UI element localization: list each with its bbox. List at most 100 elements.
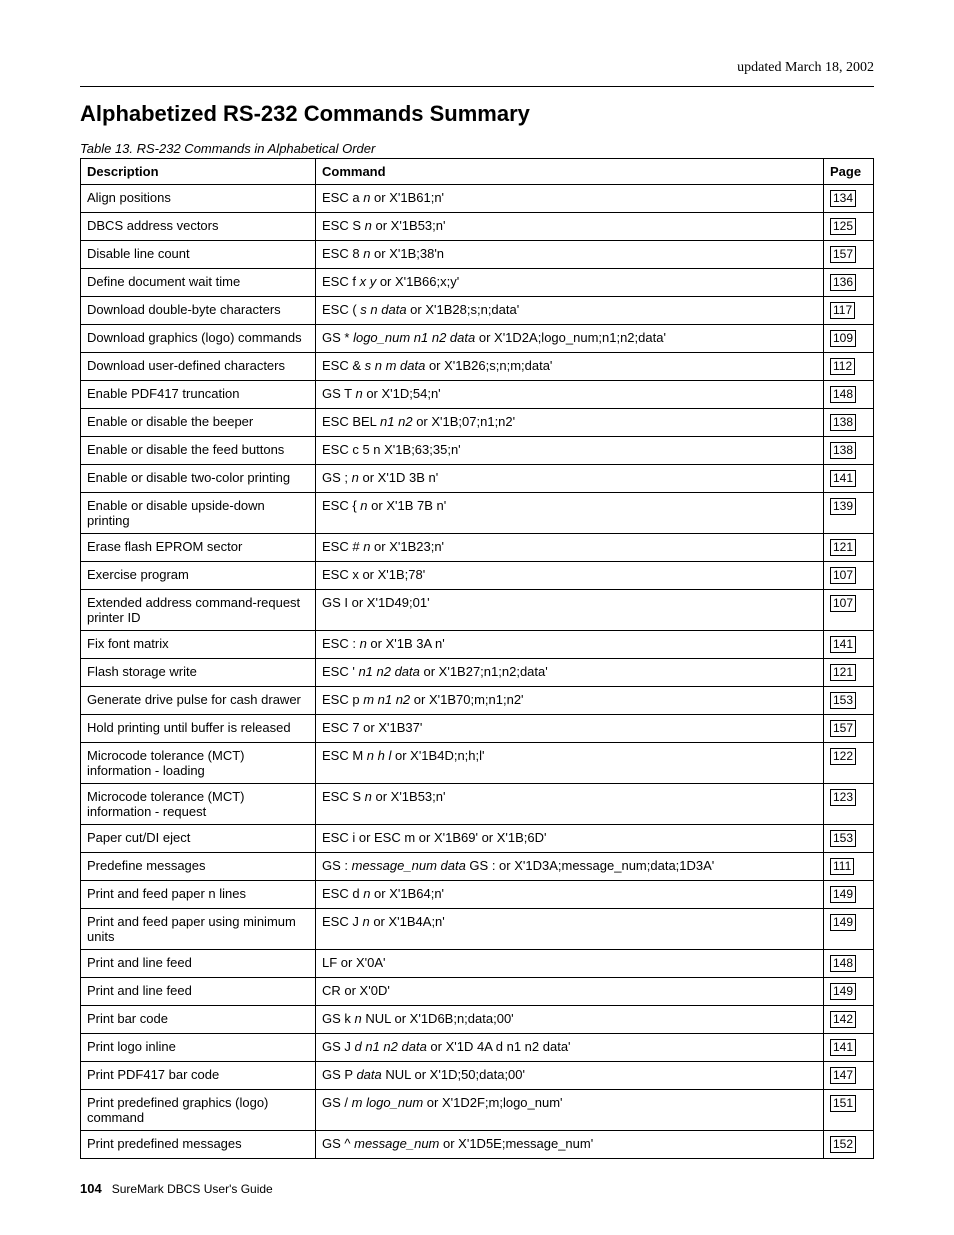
- cmd-variable: n: [360, 636, 367, 651]
- cell-page: 141: [824, 1034, 874, 1062]
- page-link[interactable]: 157: [830, 720, 856, 737]
- table-row: Print PDF417 bar codeGS P data NUL or X'…: [81, 1062, 874, 1090]
- cell-page: 139: [824, 493, 874, 534]
- table-row: Enable or disable two-color printingGS ;…: [81, 465, 874, 493]
- cell-page: 122: [824, 743, 874, 784]
- page-link[interactable]: 149: [830, 914, 856, 931]
- cell-description: Predefine messages: [81, 853, 316, 881]
- col-page: Page: [824, 159, 874, 185]
- cell-page: 148: [824, 381, 874, 409]
- page-link[interactable]: 121: [830, 539, 856, 556]
- col-description: Description: [81, 159, 316, 185]
- cell-page: 117: [824, 297, 874, 325]
- page-link[interactable]: 138: [830, 414, 856, 431]
- cmd-variable: s n m data: [365, 358, 426, 373]
- cell-command: ESC # n or X'1B23;n': [316, 534, 824, 562]
- table-row: Erase flash EPROM sectorESC # n or X'1B2…: [81, 534, 874, 562]
- cell-page: 142: [824, 1006, 874, 1034]
- cell-description: Enable or disable two-color printing: [81, 465, 316, 493]
- page-link[interactable]: 153: [830, 830, 856, 847]
- page-link[interactable]: 123: [830, 789, 856, 806]
- page-link[interactable]: 157: [830, 246, 856, 263]
- page-link[interactable]: 152: [830, 1136, 856, 1153]
- cell-command: CR or X'0D': [316, 978, 824, 1006]
- page-link[interactable]: 107: [830, 567, 856, 584]
- table-row: Enable or disable the beeperESC BEL n1 n…: [81, 409, 874, 437]
- cmd-variable: n: [360, 498, 367, 513]
- cell-command: GS k n NUL or X'1D6B;n;data;00': [316, 1006, 824, 1034]
- cell-page: 152: [824, 1131, 874, 1159]
- page-link[interactable]: 142: [830, 1011, 856, 1028]
- cell-page: 121: [824, 659, 874, 687]
- cell-command: ESC { n or X'1B 7B n': [316, 493, 824, 534]
- cell-command: GS / m logo_num or X'1D2F;m;logo_num': [316, 1090, 824, 1131]
- page-link[interactable]: 121: [830, 664, 856, 681]
- page-link[interactable]: 151: [830, 1095, 856, 1112]
- cell-description: Define document wait time: [81, 269, 316, 297]
- table-row: Enable or disable the feed buttonsESC c …: [81, 437, 874, 465]
- cell-description: Align positions: [81, 185, 316, 213]
- page-link[interactable]: 136: [830, 274, 856, 291]
- cell-command: ESC p m n1 n2 or X'1B70;m;n1;n2': [316, 687, 824, 715]
- cell-command: ESC a n or X'1B61;n': [316, 185, 824, 213]
- col-command: Command: [316, 159, 824, 185]
- page-link[interactable]: 148: [830, 386, 856, 403]
- cell-page: 149: [824, 978, 874, 1006]
- page-link[interactable]: 149: [830, 886, 856, 903]
- cell-command: ESC 7 or X'1B37': [316, 715, 824, 743]
- page-link[interactable]: 139: [830, 498, 856, 515]
- table-row: Paper cut/DI ejectESC i or ESC m or X'1B…: [81, 825, 874, 853]
- cell-page: 136: [824, 269, 874, 297]
- table-row: Print logo inlineGS J d n1 n2 data or X'…: [81, 1034, 874, 1062]
- cell-page: 112: [824, 353, 874, 381]
- page-link[interactable]: 147: [830, 1067, 856, 1084]
- cell-command: GS I or X'1D49;01': [316, 590, 824, 631]
- cell-page: 151: [824, 1090, 874, 1131]
- cell-command: ESC ( s n data or X'1B28;s;n;data': [316, 297, 824, 325]
- cell-page: 111: [824, 853, 874, 881]
- cell-description: Microcode tolerance (MCT) information - …: [81, 743, 316, 784]
- cell-command: ESC BEL n1 n2 or X'1B;07;n1;n2': [316, 409, 824, 437]
- page-link[interactable]: 141: [830, 1039, 856, 1056]
- page-link[interactable]: 141: [830, 636, 856, 653]
- page-link[interactable]: 148: [830, 955, 856, 972]
- cell-page: 109: [824, 325, 874, 353]
- page-link[interactable]: 112: [830, 358, 855, 375]
- page-footer: 104 SureMark DBCS User's Guide: [80, 1181, 874, 1196]
- cell-description: Print and line feed: [81, 978, 316, 1006]
- cell-page: 141: [824, 631, 874, 659]
- cell-command: ESC i or ESC m or X'1B69' or X'1B;6D': [316, 825, 824, 853]
- page-link[interactable]: 153: [830, 692, 856, 709]
- cell-description: Print predefined messages: [81, 1131, 316, 1159]
- cell-command: ESC S n or X'1B53;n': [316, 213, 824, 241]
- cell-description: Enable or disable upside-down printing: [81, 493, 316, 534]
- cell-description: Print and feed paper using minimum units: [81, 909, 316, 950]
- cmd-variable: s n data: [360, 302, 406, 317]
- cell-command: ESC S n or X'1B53;n': [316, 784, 824, 825]
- cell-description: Download double-byte characters: [81, 297, 316, 325]
- page-link[interactable]: 117: [830, 302, 855, 319]
- cell-page: 153: [824, 825, 874, 853]
- cell-command: ESC f x y or X'1B66;x;y': [316, 269, 824, 297]
- cell-command: ESC : n or X'1B 3A n': [316, 631, 824, 659]
- table-row: Download double-byte charactersESC ( s n…: [81, 297, 874, 325]
- cell-page: 134: [824, 185, 874, 213]
- cell-description: Fix font matrix: [81, 631, 316, 659]
- cmd-variable: n: [355, 386, 362, 401]
- table-row: Enable PDF417 truncationGS T n or X'1D;5…: [81, 381, 874, 409]
- cmd-variable: x y: [360, 274, 377, 289]
- table-row: Generate drive pulse for cash drawerESC …: [81, 687, 874, 715]
- page-link[interactable]: 138: [830, 442, 856, 459]
- page-link[interactable]: 122: [830, 748, 856, 765]
- page-title: Alphabetized RS-232 Commands Summary: [80, 101, 874, 127]
- page-link[interactable]: 125: [830, 218, 856, 235]
- table-row: Print and line feedLF or X'0A'148: [81, 950, 874, 978]
- cell-command: ESC J n or X'1B4A;n': [316, 909, 824, 950]
- page-link[interactable]: 107: [830, 595, 856, 612]
- page-link[interactable]: 134: [830, 190, 856, 207]
- page-link[interactable]: 109: [830, 330, 856, 347]
- page-link[interactable]: 141: [830, 470, 856, 487]
- page-link[interactable]: 149: [830, 983, 856, 1000]
- table-caption: Table 13. RS-232 Commands in Alphabetica…: [80, 141, 874, 156]
- page-link[interactable]: 111: [830, 858, 854, 875]
